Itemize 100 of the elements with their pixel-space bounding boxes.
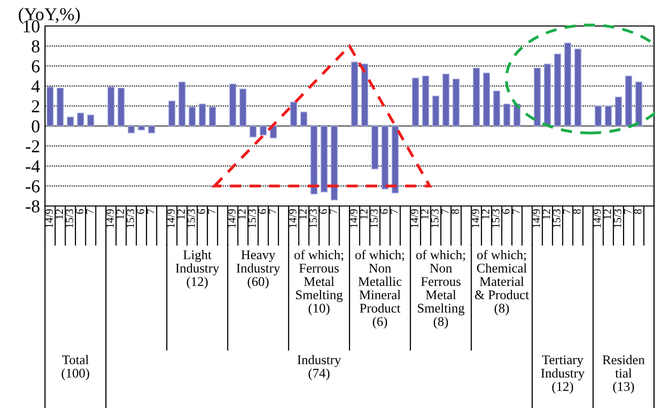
x-tick-label: 14/9 <box>350 209 358 228</box>
bar <box>250 126 257 138</box>
x-tick-label: 14/9 <box>410 209 418 228</box>
y-tick-label: -2 <box>26 140 40 152</box>
x-tick-label: 12 <box>116 209 124 219</box>
x-tick-label: 6 <box>136 209 144 214</box>
x-tick-label: 12 <box>360 209 368 219</box>
bar <box>188 106 196 126</box>
x-tick-label: 15/3 <box>66 209 74 228</box>
bar <box>361 64 368 126</box>
x-tick-label: 12 <box>177 209 185 219</box>
y-tick-label: -4 <box>26 160 40 172</box>
x-tick-label: 12 <box>542 209 550 219</box>
x-tick-label: 8 <box>634 209 642 214</box>
bar <box>635 82 642 126</box>
bar <box>330 126 338 200</box>
x-tick-label: 6 <box>198 209 206 214</box>
x-tick-label: 8 <box>573 209 581 214</box>
x-tick-label: 14/9 <box>228 209 236 228</box>
text: of which; Non Ferrous Metal Smelting (8) <box>416 250 465 329</box>
x-tick-label: 14/9 <box>532 209 540 228</box>
text: Heavy Industry (60) <box>236 250 280 289</box>
bar <box>310 126 318 194</box>
x-tick-label: 15/3 <box>248 209 256 228</box>
bar <box>107 86 114 126</box>
bar <box>229 84 236 126</box>
bar <box>87 114 94 126</box>
bar <box>442 74 450 126</box>
x-tick-label: 12 <box>604 209 611 219</box>
x-tick-label: 15/3 <box>614 209 622 228</box>
bar <box>56 88 64 126</box>
bar <box>118 88 125 126</box>
y-tick-label: -6 <box>26 180 40 192</box>
bar <box>604 106 612 126</box>
x-tick-label: 6 <box>258 209 266 214</box>
bar <box>128 126 135 134</box>
text: of which; Chemical Material & Product (8) <box>474 250 529 316</box>
x-tick-label: 6 <box>502 209 510 214</box>
x-tick-label: 7 <box>146 209 154 214</box>
x-tick-label: 7 <box>624 209 632 214</box>
text: of which; Non Metallic Mineral Product (6) <box>355 250 404 329</box>
x-tick-label: 7 <box>208 209 216 214</box>
bar <box>300 112 308 126</box>
text: Tertiary Industry (12) <box>541 355 585 394</box>
y-tick-label: 6 <box>32 60 40 72</box>
x-tick-label: 15/3 <box>552 209 560 228</box>
bar <box>534 68 541 126</box>
bar <box>472 68 480 126</box>
bar <box>46 86 54 126</box>
bar <box>66 116 74 126</box>
x-tick-label: 6 <box>319 209 327 214</box>
x-tick-label: 7 <box>512 209 520 214</box>
bar <box>148 126 156 134</box>
bar <box>493 90 500 126</box>
y-tick-label: -8 <box>26 200 40 212</box>
bar <box>290 102 298 126</box>
x-tick-label: 15/3 <box>431 209 439 228</box>
x-tick-label: 14/9 <box>167 209 175 228</box>
bar <box>625 76 632 126</box>
bar <box>544 64 551 126</box>
bar <box>239 88 246 126</box>
bar <box>168 100 176 126</box>
bar <box>77 112 84 126</box>
bar <box>483 72 490 126</box>
x-tick-label: 14/9 <box>593 209 601 228</box>
bar <box>198 104 206 126</box>
bar <box>260 126 267 136</box>
text: Industry (74) <box>298 355 341 380</box>
x-tick-label: 7 <box>330 209 337 214</box>
x-tick-label: 8 <box>451 209 459 214</box>
bar <box>594 106 602 126</box>
bar <box>392 126 399 194</box>
y-tick-label: 8 <box>32 40 40 52</box>
y-tick-label: 4 <box>31 80 40 92</box>
x-tick-label: 15/3 <box>187 209 195 228</box>
bar <box>432 96 440 126</box>
bar <box>503 104 510 126</box>
bar <box>351 62 358 126</box>
x-tick-label: 12 <box>482 209 490 219</box>
x-tick-label: 6 <box>76 209 84 214</box>
bar <box>452 78 460 126</box>
y-tick-label: 2 <box>32 100 40 112</box>
x-tick-label: 12 <box>56 209 63 219</box>
x-tick-label: 12 <box>299 209 306 219</box>
x-tick-label: 14/9 <box>106 209 114 228</box>
y-tick-label: 0 <box>32 120 40 132</box>
x-tick-label: 15/3 <box>492 209 500 228</box>
bar <box>412 78 419 126</box>
x-tick-label: 7 <box>563 209 570 214</box>
bar <box>564 42 572 126</box>
bar <box>574 48 582 126</box>
x-tick-label: 7 <box>390 209 398 214</box>
bar <box>320 126 328 192</box>
bar <box>554 54 562 126</box>
bar <box>178 82 186 126</box>
x-tick-label: 12 <box>420 209 428 219</box>
x-tick-label: 6 <box>380 209 388 214</box>
bar <box>382 126 389 190</box>
x-tick-label: 7 <box>86 209 94 214</box>
text: Light Industry (12) <box>176 250 220 289</box>
